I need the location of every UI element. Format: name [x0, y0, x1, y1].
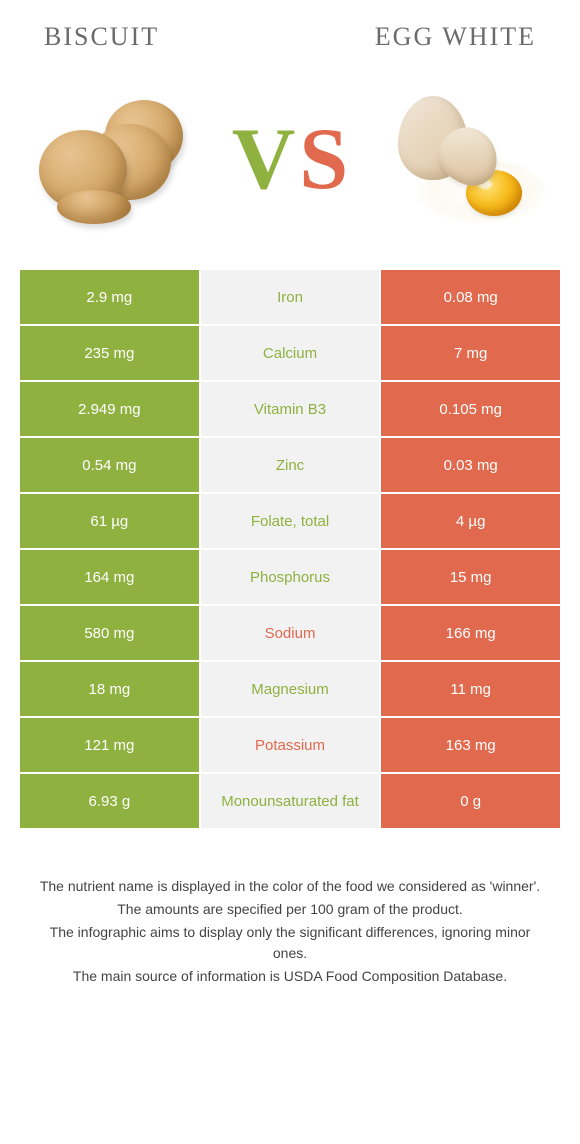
- title-row: Biscuit Egg white: [20, 18, 560, 62]
- biscuit-image: [30, 90, 200, 230]
- table-row: 164 mgPhosphorus15 mg: [20, 550, 560, 604]
- nutrient-label-cell: Calcium: [201, 326, 380, 380]
- right-value-cell: 4 µg: [381, 494, 560, 548]
- nutrient-table: 2.9 mgIron0.08 mg235 mgCalcium7 mg2.949 …: [20, 270, 560, 828]
- table-row: 2.949 mgVitamin B30.105 mg: [20, 382, 560, 436]
- nutrient-label-cell: Iron: [201, 270, 380, 324]
- table-row: 6.93 gMonounsaturated fat0 g: [20, 774, 560, 828]
- vs-label: V S: [232, 116, 349, 204]
- hero-row: V S: [20, 62, 560, 270]
- right-value-cell: 0.105 mg: [381, 382, 560, 436]
- nutrient-label-cell: Magnesium: [201, 662, 380, 716]
- right-value-cell: 7 mg: [381, 326, 560, 380]
- egg-white-image: [380, 90, 550, 230]
- nutrient-label-cell: Monounsaturated fat: [201, 774, 380, 828]
- left-value-cell: 2.9 mg: [20, 270, 199, 324]
- right-value-cell: 0.03 mg: [381, 438, 560, 492]
- vs-s-letter: S: [299, 116, 348, 204]
- footer-line: The main source of information is USDA F…: [38, 966, 542, 987]
- table-row: 18 mgMagnesium11 mg: [20, 662, 560, 716]
- nutrient-label-cell: Folate, total: [201, 494, 380, 548]
- nutrient-label-cell: Vitamin B3: [201, 382, 380, 436]
- table-row: 121 mgPotassium163 mg: [20, 718, 560, 772]
- left-value-cell: 121 mg: [20, 718, 199, 772]
- footer-notes: The nutrient name is displayed in the co…: [20, 830, 560, 987]
- left-value-cell: 235 mg: [20, 326, 199, 380]
- left-value-cell: 18 mg: [20, 662, 199, 716]
- nutrient-label-cell: Phosphorus: [201, 550, 380, 604]
- right-value-cell: 163 mg: [381, 718, 560, 772]
- vs-v-letter: V: [232, 116, 296, 204]
- left-value-cell: 0.54 mg: [20, 438, 199, 492]
- left-value-cell: 2.949 mg: [20, 382, 199, 436]
- nutrient-label-cell: Potassium: [201, 718, 380, 772]
- table-row: 61 µgFolate, total4 µg: [20, 494, 560, 548]
- left-value-cell: 580 mg: [20, 606, 199, 660]
- right-value-cell: 11 mg: [381, 662, 560, 716]
- right-value-cell: 15 mg: [381, 550, 560, 604]
- right-value-cell: 0.08 mg: [381, 270, 560, 324]
- right-value-cell: 0 g: [381, 774, 560, 828]
- table-row: 0.54 mgZinc0.03 mg: [20, 438, 560, 492]
- footer-line: The infographic aims to display only the…: [38, 922, 542, 964]
- left-value-cell: 6.93 g: [20, 774, 199, 828]
- infographic-container: Biscuit Egg white V S 2.9 mgIron0.08 mg2…: [0, 0, 580, 1007]
- left-value-cell: 61 µg: [20, 494, 199, 548]
- table-row: 2.9 mgIron0.08 mg: [20, 270, 560, 324]
- left-food-title: Biscuit: [44, 22, 159, 52]
- nutrient-label-cell: Sodium: [201, 606, 380, 660]
- right-value-cell: 166 mg: [381, 606, 560, 660]
- table-row: 580 mgSodium166 mg: [20, 606, 560, 660]
- footer-line: The nutrient name is displayed in the co…: [38, 876, 542, 897]
- table-row: 235 mgCalcium7 mg: [20, 326, 560, 380]
- left-value-cell: 164 mg: [20, 550, 199, 604]
- right-food-title: Egg white: [375, 22, 536, 52]
- footer-line: The amounts are specified per 100 gram o…: [38, 899, 542, 920]
- nutrient-label-cell: Zinc: [201, 438, 380, 492]
